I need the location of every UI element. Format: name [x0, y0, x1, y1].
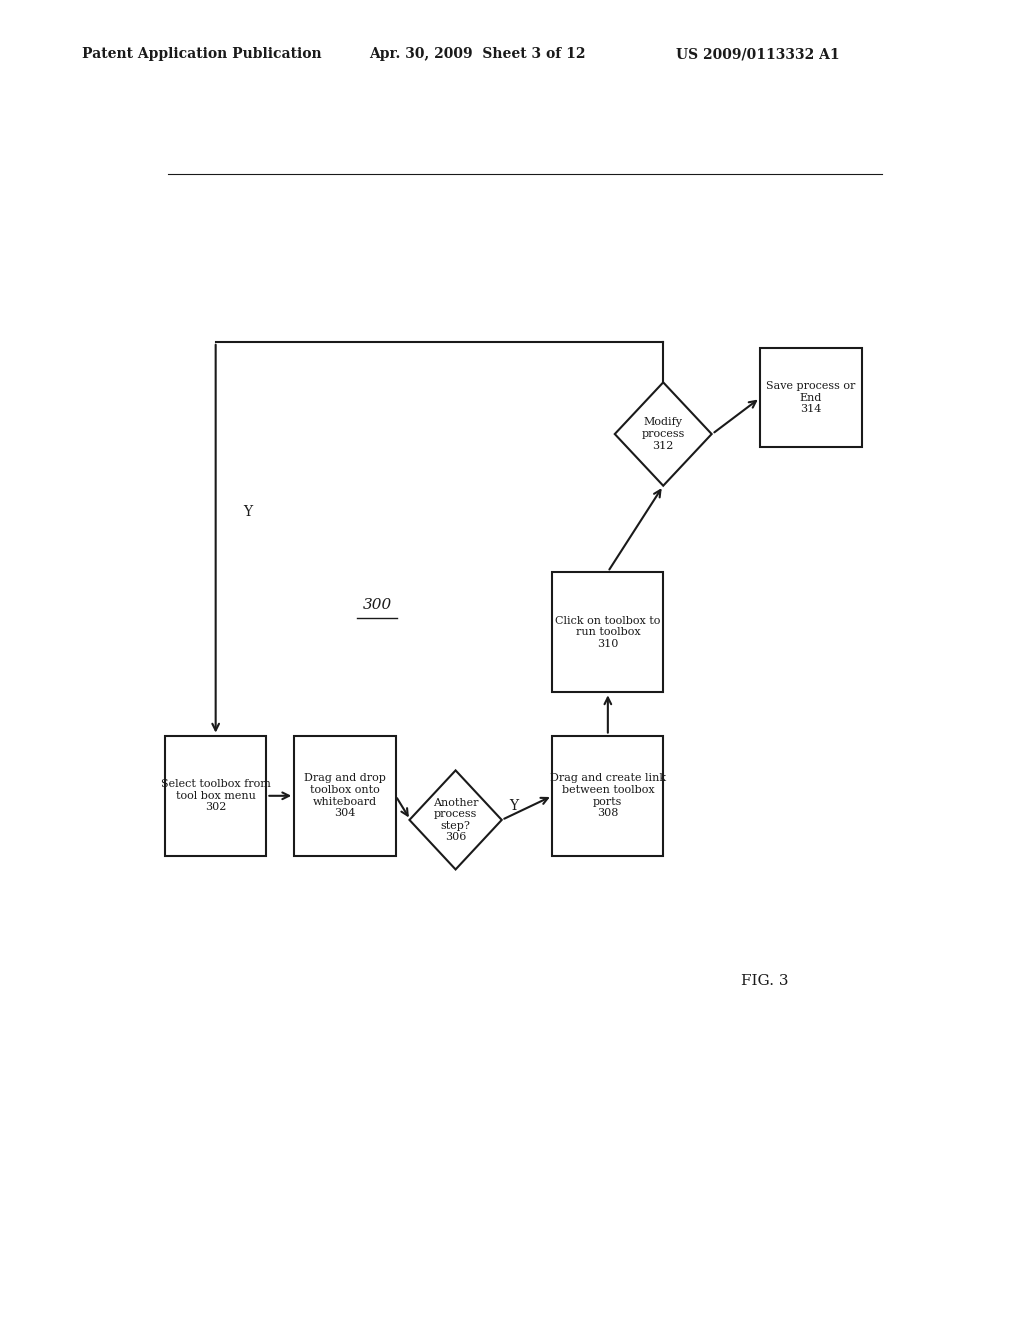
Polygon shape — [410, 771, 502, 870]
Bar — [760, 348, 861, 447]
Text: Apr. 30, 2009  Sheet 3 of 12: Apr. 30, 2009 Sheet 3 of 12 — [369, 48, 585, 61]
Text: Save process or
End
314: Save process or End 314 — [766, 381, 856, 414]
Text: Y: Y — [509, 799, 518, 813]
Text: Drag and create link
between toolbox
ports
308: Drag and create link between toolbox por… — [550, 774, 666, 818]
Text: 300: 300 — [362, 598, 392, 611]
Bar — [294, 735, 395, 857]
Polygon shape — [614, 383, 712, 486]
Text: Another
process
step?
306: Another process step? 306 — [433, 797, 478, 842]
Text: FIG. 3: FIG. 3 — [741, 974, 788, 987]
Text: Click on toolbox to
run toolbox
310: Click on toolbox to run toolbox 310 — [555, 615, 660, 648]
Bar — [553, 735, 664, 857]
Text: Select toolbox from
tool box menu
302: Select toolbox from tool box menu 302 — [161, 779, 270, 812]
Text: Patent Application Publication: Patent Application Publication — [82, 48, 322, 61]
Text: Modify
process
312: Modify process 312 — [641, 417, 685, 450]
Text: Y: Y — [244, 506, 253, 519]
Text: US 2009/0113332 A1: US 2009/0113332 A1 — [676, 48, 840, 61]
Bar — [165, 735, 266, 857]
Bar — [553, 572, 664, 693]
Text: Drag and drop
toolbox onto
whiteboard
304: Drag and drop toolbox onto whiteboard 30… — [304, 774, 386, 818]
